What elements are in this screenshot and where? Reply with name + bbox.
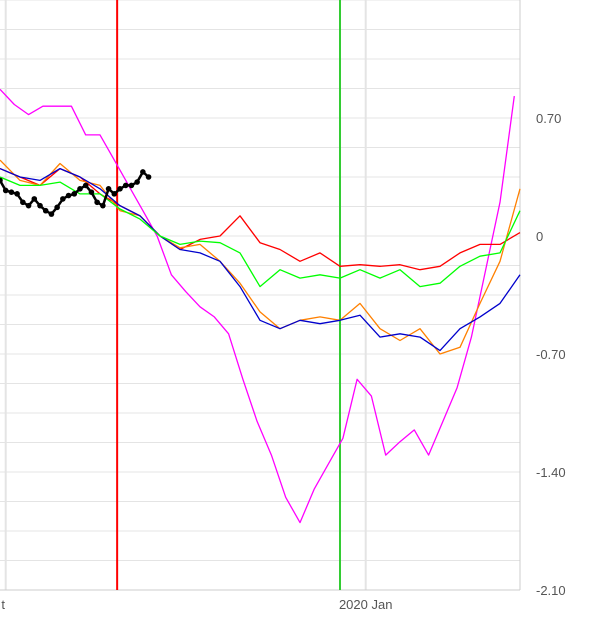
point-black <box>111 191 118 197</box>
series-line-green <box>0 176 521 288</box>
point-black <box>77 186 83 192</box>
point-black <box>2 187 9 194</box>
point-black <box>71 191 78 197</box>
series-line-magenta <box>0 88 515 524</box>
series-line-blue <box>0 167 521 352</box>
point-black <box>37 202 43 209</box>
x-tick-label: t <box>1 597 5 612</box>
point-black <box>42 207 49 214</box>
point-black <box>14 191 20 197</box>
series-line-red <box>0 167 521 271</box>
y-tick-label: 0 <box>536 229 543 244</box>
y-tick-label: 0.70 <box>536 111 561 126</box>
x-tick-label: 2020 Jan <box>339 597 393 612</box>
point-black <box>134 179 140 185</box>
y-tick-label: -2.10 <box>536 583 566 598</box>
point-black <box>0 177 3 184</box>
point-black <box>117 186 123 192</box>
point-black <box>145 174 152 180</box>
point-black <box>128 182 135 189</box>
point-black <box>140 169 146 175</box>
point-black <box>100 202 106 209</box>
point-black <box>82 182 89 189</box>
point-black <box>20 199 26 206</box>
point-black <box>88 189 95 195</box>
y-tick-label: -0.70 <box>536 347 566 362</box>
point-black <box>122 182 129 189</box>
point-black <box>105 186 112 192</box>
point-black <box>94 199 100 206</box>
point-black <box>54 204 60 211</box>
point-black <box>8 189 15 195</box>
point-black <box>65 192 72 199</box>
point-black <box>25 202 32 209</box>
point-black <box>31 196 38 202</box>
point-black <box>48 211 55 217</box>
y-tick-label: -1.40 <box>536 465 566 480</box>
point-black <box>60 196 66 202</box>
